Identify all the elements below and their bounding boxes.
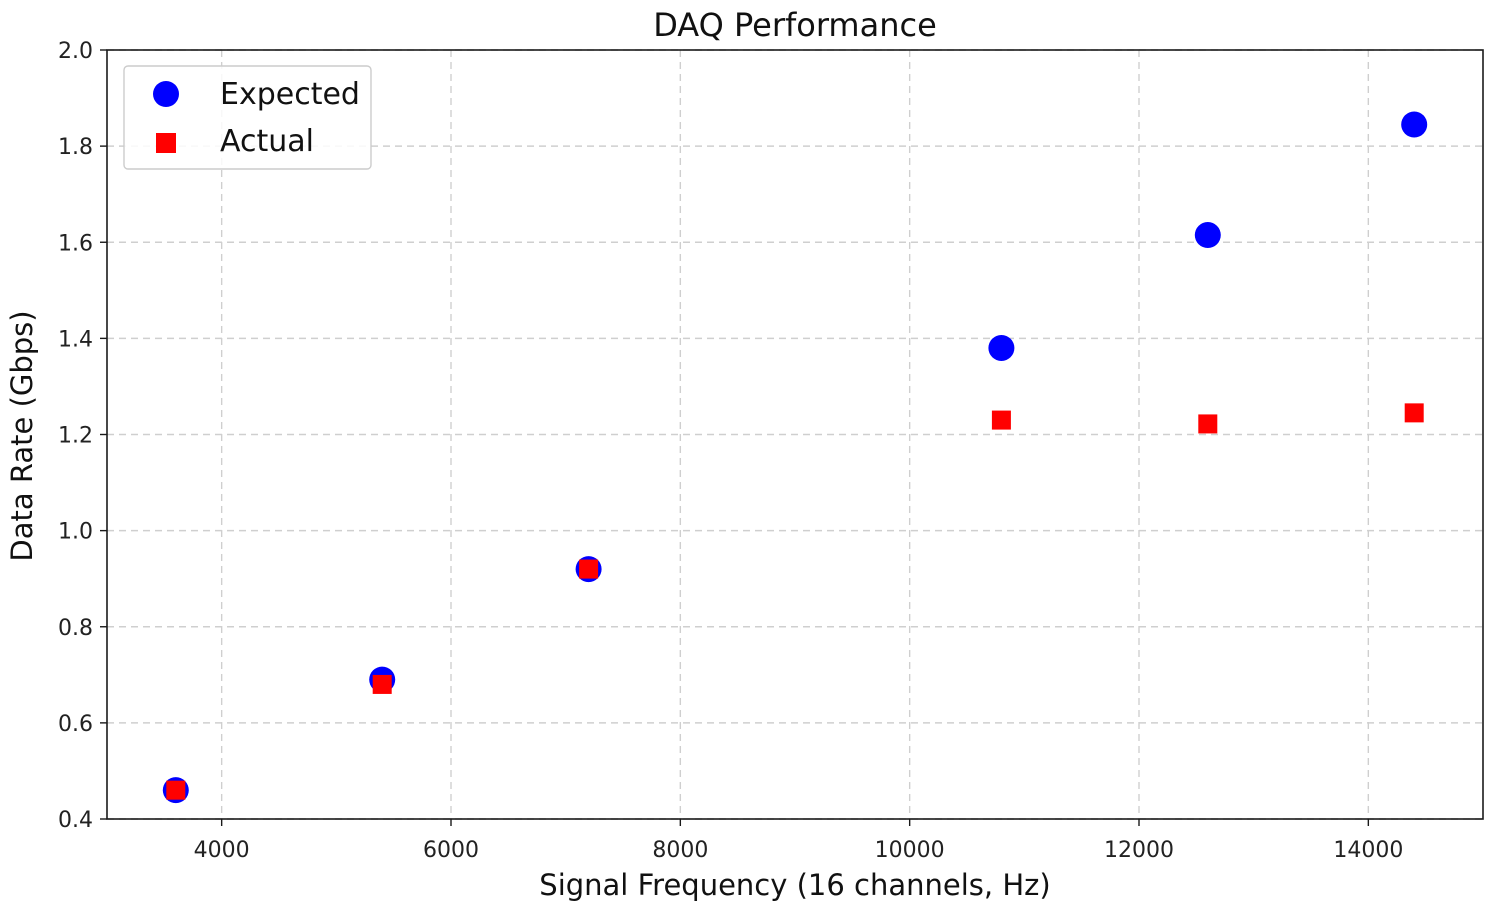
point-expected <box>1401 111 1428 138</box>
x-axis-label: Signal Frequency (16 channels, Hz) <box>539 868 1050 902</box>
y-tick-label: 1.2 <box>58 424 93 449</box>
y-tick-label: 1.6 <box>58 231 93 256</box>
y-tick-label: 1.4 <box>58 327 93 352</box>
point-expected <box>1194 222 1221 249</box>
legend: Expected Actual <box>123 65 372 170</box>
point-expected <box>988 334 1015 361</box>
x-tick-label: 10000 <box>875 838 945 863</box>
point-actual <box>166 780 186 800</box>
y-tick-label: 1.0 <box>58 520 93 545</box>
legend-label-actual: Actual <box>220 124 314 159</box>
data-points <box>162 111 1428 804</box>
point-actual <box>1404 403 1424 423</box>
x-tick-label: 14000 <box>1333 838 1403 863</box>
x-tick-label: 4000 <box>194 838 250 863</box>
x-tick-label: 12000 <box>1104 838 1174 863</box>
y-tick-label: 0.6 <box>58 712 93 737</box>
point-actual <box>991 410 1011 430</box>
point-actual <box>372 674 392 694</box>
y-tick-label: 0.8 <box>58 616 93 641</box>
chart-title: DAQ Performance <box>653 6 937 44</box>
legend-label-expected: Expected <box>220 77 360 112</box>
y-axis-label: Data Rate (Gbps) <box>5 310 39 561</box>
x-tick-label: 6000 <box>423 838 479 863</box>
point-actual <box>1198 414 1218 434</box>
y-tick-label: 0.4 <box>58 808 93 833</box>
legend-marker-expected <box>153 81 179 107</box>
legend-box <box>123 65 372 170</box>
y-tick-label: 1.8 <box>58 135 93 160</box>
axis-ticks: 4000 6000 8000 10000 12000 14000 0.4 0.6 0.8 1.0 1… <box>58 39 1403 863</box>
y-tick-label: 2.0 <box>58 39 93 64</box>
point-actual <box>579 559 599 579</box>
x-tick-label: 8000 <box>652 838 708 863</box>
legend-marker-actual <box>156 133 176 153</box>
